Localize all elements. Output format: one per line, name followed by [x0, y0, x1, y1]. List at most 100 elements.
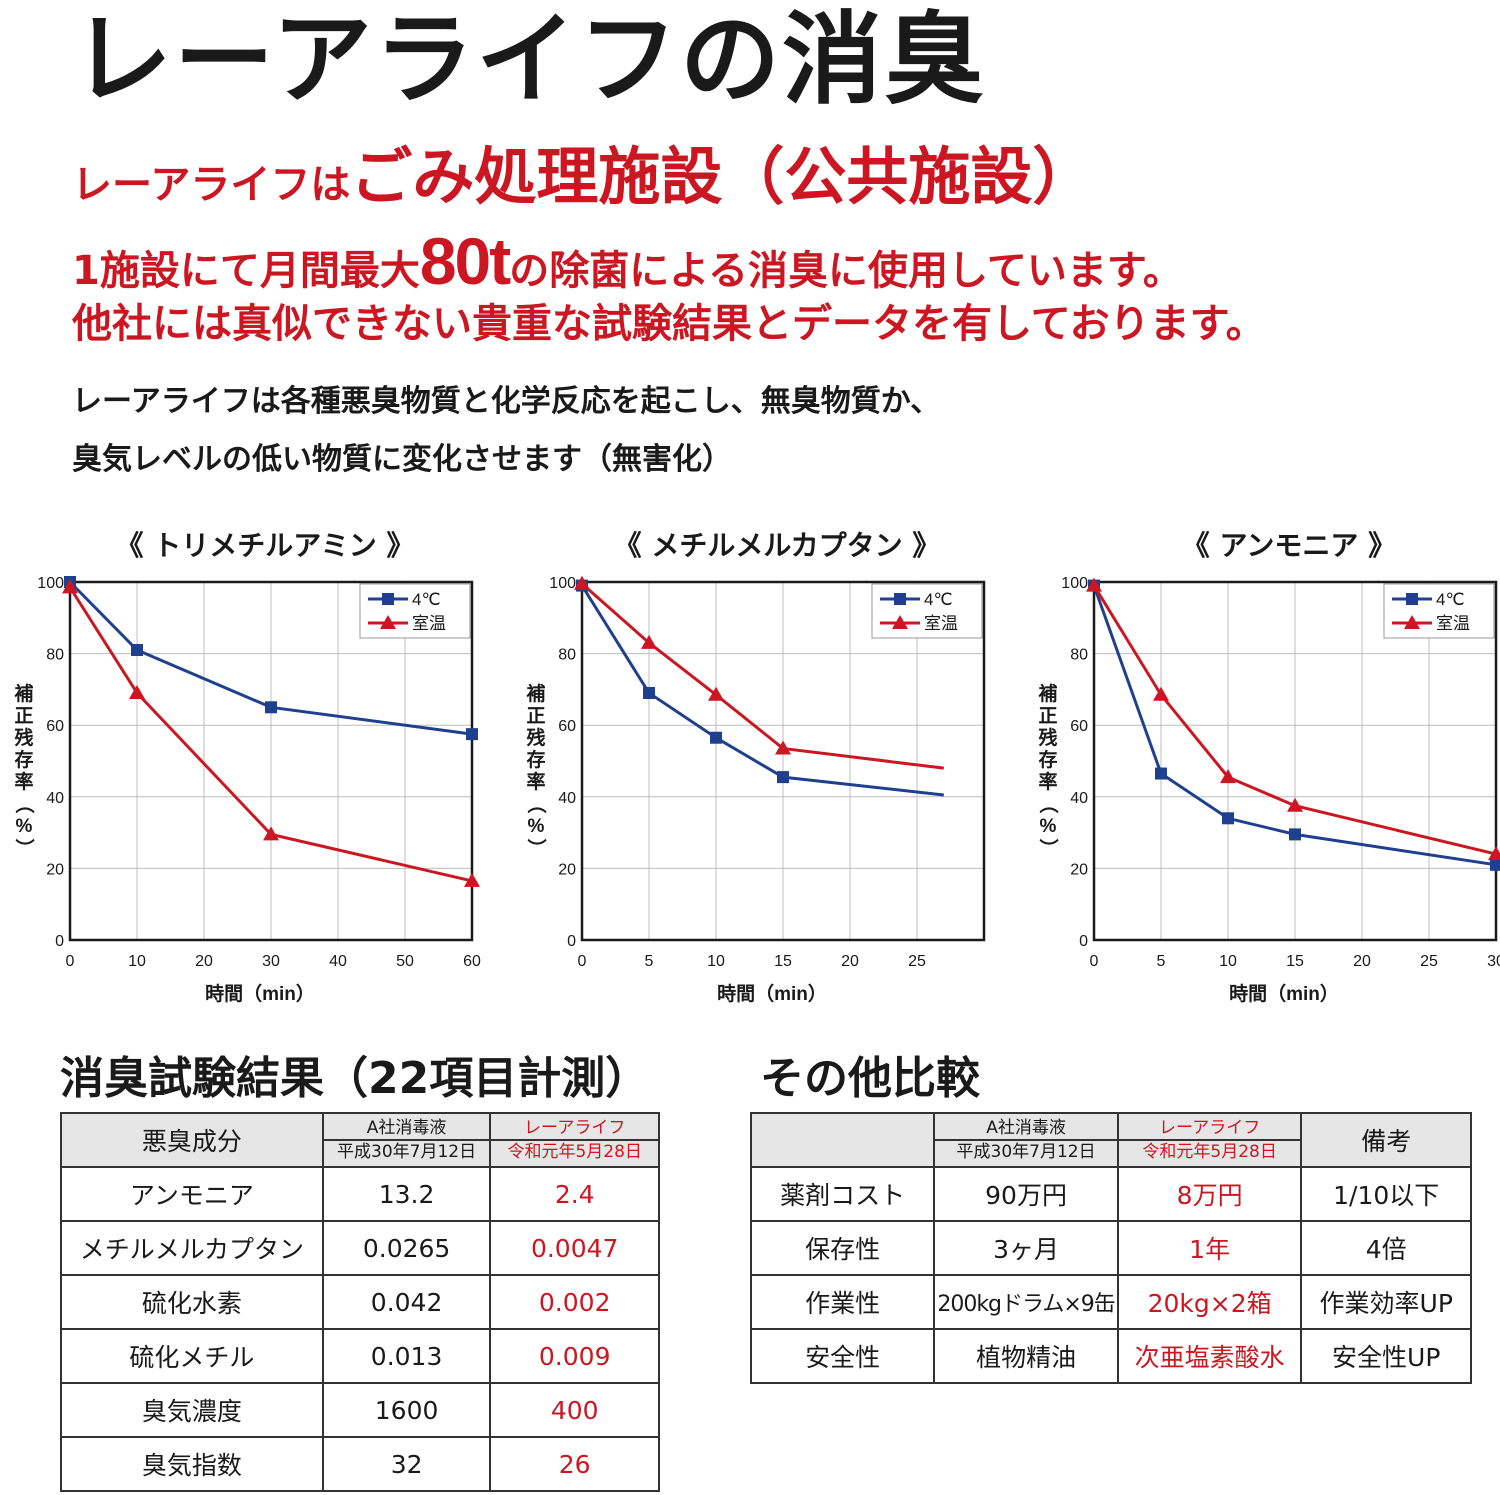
- table1-header-competitor-name: A社消毒液: [366, 1118, 447, 1138]
- table1-header-competitor: A社消毒液 平成30年7月12日: [321, 1112, 492, 1168]
- y-tick-label: 20: [1070, 861, 1088, 878]
- chart-title-trimethylamine: 《 トリメチルアミン 》: [115, 529, 415, 562]
- x-tick-label: 0: [1090, 953, 1099, 970]
- table2-header-blank: [749, 1112, 936, 1168]
- y-tick-label: 60: [558, 718, 576, 735]
- x-tick-label: 20: [195, 953, 213, 970]
- table1-header-competitor-date: 平成30年7月12日: [323, 1139, 490, 1163]
- legend-marker-square: [894, 593, 906, 605]
- y-axis-title-char: 正: [14, 706, 33, 727]
- table2-header-raylife-date: 令和元年5月28日: [1118, 1139, 1301, 1163]
- chart-trimethylamine: 0 20 40 60 80 100 0 10 20 30 40 50 60 時間（min） 補正残存率（%）…: [13, 575, 481, 1005]
- data-point-triangle: [775, 740, 791, 755]
- y-tick-label: 80: [558, 647, 576, 664]
- legend-marker-triangle: [892, 615, 908, 629]
- x-axis-title: 時間（min）: [1229, 982, 1339, 1005]
- table-row: 保存性 3ヶ月 1年 4倍: [749, 1220, 1472, 1276]
- x-tick-label: 30: [1487, 953, 1500, 970]
- table2-header-competitor: A社消毒液 平成30年7月12日: [933, 1112, 1119, 1168]
- table1-cell: 0.002: [489, 1274, 660, 1330]
- table2-header-remarks: 備考: [1300, 1112, 1472, 1168]
- headline-line-1-prefix: レーアライフは: [72, 162, 351, 208]
- chart-title-methyl-mercaptan: 《 メチルメルカプタン 》: [613, 529, 941, 562]
- y-axis-title-char: 補: [1037, 682, 1057, 705]
- headline-line-1-emphasis: ごみ処理施設（公共施設）: [350, 140, 1095, 213]
- y-tick-label: 100: [37, 575, 64, 592]
- headline-line-2: 1施設にて月間最大80tの除菌による消臭に使用しています。: [72, 222, 1183, 301]
- table1-cell: 0.042: [321, 1274, 492, 1330]
- y-axis-title-char: %: [1040, 816, 1057, 837]
- y-axis-title-char: 存: [526, 748, 545, 771]
- data-point-triangle: [1086, 577, 1102, 592]
- y-tick-label: 60: [1070, 718, 1088, 735]
- chart-title-ammonia: 《 アンモニア 》: [1181, 529, 1397, 562]
- legend-label: 4℃: [1436, 590, 1465, 609]
- y-axis-title-char: 率: [14, 770, 33, 793]
- table-row: 硫化水素 0.042 0.002: [60, 1274, 660, 1330]
- x-tick-label: 60: [463, 953, 481, 970]
- x-tick-label: 5: [1157, 953, 1166, 970]
- table1-header-row: 悪臭成分 A社消毒液 平成30年7月12日 レーアライフ 令和元年5月28日: [60, 1112, 660, 1168]
- table1-cell: 1600: [321, 1382, 492, 1438]
- x-tick-label: 15: [1286, 953, 1304, 970]
- legend-label: 室温: [412, 614, 446, 633]
- table1-header-raylife: レーアライフ 令和元年5月28日: [489, 1112, 660, 1168]
- y-axis-title-char: 補: [13, 682, 33, 705]
- data-point-triangle: [263, 826, 279, 841]
- table2-header-competitor-name: A社消毒液: [986, 1118, 1066, 1138]
- table2-cell: 1/10以下: [1300, 1166, 1472, 1222]
- plot-frame: [1092, 580, 1498, 942]
- headline-line-2-suffix: の除菌による消臭に使用しています。: [509, 248, 1183, 294]
- x-tick-label: 0: [66, 953, 75, 970]
- x-tick-label: 20: [1353, 953, 1371, 970]
- y-tick-label: 60: [46, 718, 64, 735]
- y-tick-label: 40: [1070, 790, 1088, 807]
- y-tick-label: 80: [46, 647, 64, 664]
- table2-cell: 4倍: [1300, 1220, 1472, 1276]
- y-axis-title-char: %: [16, 816, 33, 837]
- y-axis-title-char: （: [525, 794, 548, 813]
- data-point-triangle: [1287, 797, 1303, 812]
- data-point-triangle: [1220, 769, 1236, 784]
- table2-header-raylife: レーアライフ 令和元年5月28日: [1116, 1112, 1303, 1168]
- y-tick-label: 0: [1079, 933, 1088, 950]
- table2-cell: 安全性UP: [1300, 1328, 1472, 1384]
- x-tick-label: 5: [645, 953, 654, 970]
- data-point-square: [1289, 828, 1301, 841]
- data-point-triangle: [641, 634, 657, 649]
- y-axis-title-char: 存: [1038, 748, 1057, 771]
- x-tick-label: 25: [908, 953, 926, 970]
- y-axis-title-char: 存: [14, 748, 33, 771]
- y-axis-title-char: 率: [1038, 770, 1057, 793]
- y-axis-title-char: 正: [526, 706, 545, 727]
- data-point-square: [466, 728, 478, 741]
- table2-cell: 安全性: [749, 1328, 936, 1384]
- table2-cell: 植物精油: [933, 1328, 1119, 1384]
- table1-cell: 2.4: [489, 1166, 660, 1222]
- table2-cell: 薬剤コスト: [749, 1166, 936, 1222]
- x-axis-title: 時間（min）: [717, 982, 827, 1005]
- data-point-triangle: [574, 575, 590, 590]
- description-line-2: 臭気レベルの低い物質に変化させます（無害化）: [72, 442, 732, 477]
- y-axis-title-char: %: [528, 816, 545, 837]
- table1-cell: 0.009: [489, 1328, 660, 1384]
- table-row: 硫化メチル 0.013 0.009: [60, 1328, 660, 1384]
- table1-cell: 硫化メチル: [60, 1328, 324, 1384]
- table1-header-raylife-name: レーアライフ: [524, 1118, 626, 1138]
- table1-header-component: 悪臭成分: [60, 1112, 324, 1168]
- table2-cell: 保存性: [749, 1220, 936, 1276]
- legend-marker-triangle: [380, 615, 396, 629]
- legend-marker-square: [1406, 593, 1418, 605]
- table2-cell: 作業効率UP: [1300, 1274, 1472, 1330]
- table2-cell: 次亜塩素酸水: [1116, 1328, 1303, 1384]
- headline-line-2-emphasis: 80t: [419, 224, 511, 298]
- x-tick-label: 10: [1219, 953, 1237, 970]
- x-tick-label: 10: [707, 953, 725, 970]
- x-tick-label: 15: [774, 953, 792, 970]
- page-title: レーアライフの消臭: [72, 1, 986, 118]
- data-point-triangle: [464, 872, 480, 887]
- x-tick-label: 10: [128, 953, 146, 970]
- y-axis-title-char: 補: [525, 682, 545, 705]
